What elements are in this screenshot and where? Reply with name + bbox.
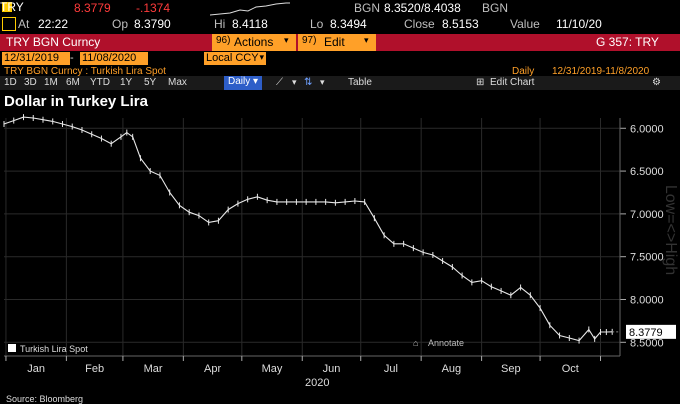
- line-chart: 6.0000 6.5000 7.0000 7.5000 8.0000 8.5000 Jan…: [0, 112, 680, 404]
- function-label: G 357: TRY: [596, 35, 659, 49]
- source-label: Source: Bloomberg: [6, 394, 84, 404]
- currency-select[interactable]: Local CCY ▾: [204, 52, 266, 65]
- value-date: 11/10/20: [556, 17, 602, 31]
- y-tick-label: 7.0000: [630, 209, 664, 221]
- range-max[interactable]: Max: [168, 77, 187, 88]
- close-label: Close: [404, 17, 435, 31]
- legend-swatch: [8, 344, 16, 352]
- ohlc-bar: At 22:22 Op 8.3790 Hi 8.4118 Lo 8.3494 C…: [0, 16, 680, 33]
- bid-ask-source-label: BGN: [354, 1, 381, 15]
- last-value-label: 8.3779: [629, 327, 663, 339]
- x-year-label: 2020: [305, 377, 329, 389]
- x-tick-label: Jul: [384, 363, 398, 375]
- x-tick-label: Oct: [562, 363, 579, 375]
- x-tick-label: Jun: [323, 363, 341, 375]
- range-toolbar: 1D 3D 1M 6M YTD 1Y 5Y Max Daily ▾ ⟋ ▾ ⇅ …: [0, 76, 680, 90]
- quote-bar: TRY 8.3779 -.1374 BGN 8.3520/8.4038 BGN: [0, 0, 680, 17]
- chart-background: [0, 112, 680, 404]
- x-tick-label: Aug: [442, 363, 462, 375]
- edit-chart-icon: ⊞: [476, 77, 485, 88]
- frequency-select[interactable]: Daily ▾: [224, 76, 263, 90]
- at-label: At: [18, 17, 30, 31]
- y-tick-label: 7.5000: [630, 252, 664, 264]
- range-ytd[interactable]: YTD: [90, 77, 110, 88]
- currency-label: Local CCY: [206, 52, 259, 64]
- low-label: Lo: [310, 17, 324, 31]
- frequency-label: Daily: [512, 66, 535, 77]
- y-tick-label: 6.5000: [630, 166, 664, 178]
- open-label: Op: [112, 17, 129, 31]
- bid-ask-source: BGN: [482, 1, 509, 15]
- y-tick-label: 8.0000: [630, 294, 664, 306]
- y-tick-label: 6.0000: [630, 123, 664, 135]
- range-5y[interactable]: 5Y: [144, 77, 157, 88]
- high-label: Hi: [214, 17, 226, 31]
- bid-ask: 8.3520/8.4038: [384, 1, 461, 15]
- x-tick-label: Mar: [144, 363, 163, 375]
- edit-menu[interactable]: 97) Edit ▾: [298, 34, 376, 51]
- chevron-down-icon: ▾: [364, 35, 369, 45]
- series-marks: [3, 114, 613, 344]
- chevron-down-icon[interactable]: ▾: [320, 77, 325, 87]
- edit-label: Edit: [324, 35, 345, 49]
- line-chart-icon[interactable]: ⟋: [276, 77, 283, 88]
- chevron-down-icon[interactable]: ▾: [292, 77, 297, 87]
- high-value: 8.4118: [232, 17, 268, 31]
- range-3d[interactable]: 3D: [24, 77, 37, 88]
- range-1m[interactable]: 1M: [44, 77, 58, 88]
- grid: [4, 118, 620, 356]
- last-value-box: [626, 324, 676, 339]
- chevron-down-icon: ▾: [284, 35, 289, 45]
- actions-prefix: 96): [216, 35, 231, 46]
- last-price: 8.3779: [74, 1, 111, 15]
- range-1y[interactable]: 1Y: [120, 77, 133, 88]
- range-6m[interactable]: 6M: [66, 77, 80, 88]
- edit-prefix: 97): [302, 35, 317, 46]
- clock-icon: [2, 17, 16, 31]
- bars-icon[interactable]: ⇅: [304, 77, 313, 88]
- actions-label: Actions: [234, 35, 274, 49]
- security-name[interactable]: TRY BGN Curncy: [6, 35, 101, 49]
- y-axis: 6.0000 6.5000 7.0000 7.5000 8.0000 8.5000: [619, 118, 664, 356]
- table-button[interactable]: Table: [348, 77, 372, 88]
- low-value: 8.3494: [330, 17, 367, 31]
- annotate-icon[interactable]: ⌂: [413, 338, 418, 348]
- start-date-field[interactable]: 12/31/2019: [2, 52, 70, 65]
- date-range-label: 12/31/2019-11/8/2020: [552, 66, 650, 77]
- settings-icon[interactable]: ⚙: [652, 77, 661, 88]
- value-label: Value: [510, 17, 540, 31]
- legend-label: Turkish Lira Spot: [20, 344, 88, 354]
- y-tick-label: 8.5000: [630, 337, 664, 349]
- y-axis-label: Low=<>High: [662, 185, 679, 275]
- x-tick-label: Apr: [204, 363, 221, 375]
- last-value-marker: 8.3779: [612, 324, 676, 339]
- x-tick-label: Sep: [501, 363, 521, 375]
- x-axis: Jan Feb Mar Apr May Jun Jul Aug Sep Oct: [4, 355, 620, 375]
- end-date-field[interactable]: 11/08/2020: [80, 52, 148, 65]
- actions-menu[interactable]: 96) Actions ▾: [212, 34, 296, 51]
- chart-title: Dollar in Turkey Lira: [4, 93, 148, 110]
- open-value: 8.3790: [134, 17, 171, 31]
- price-change: -.1374: [136, 1, 171, 15]
- edit-chart-button[interactable]: Edit Chart: [490, 77, 535, 88]
- date-separator: -: [70, 52, 74, 64]
- chevron-down-icon: ▾: [259, 52, 264, 62]
- range-1d[interactable]: 1D: [4, 77, 17, 88]
- sparkline: [210, 2, 290, 16]
- frequency-value: Daily: [228, 76, 251, 87]
- close-value: 8.5153: [442, 17, 479, 31]
- time: 22:22: [38, 17, 69, 31]
- x-tick-label: May: [262, 363, 283, 375]
- annotate-label[interactable]: Annotate: [428, 338, 464, 348]
- x-tick-label: Feb: [85, 363, 104, 375]
- security-description: TRY BGN Curncy : Turkish Lira Spot: [4, 66, 166, 77]
- x-tick-label: Jan: [27, 363, 45, 375]
- ticker[interactable]: TRY: [0, 0, 24, 14]
- ticker-box: [2, 2, 12, 12]
- subtitle-row: TRY BGN Curncy : Turkish Lira Spot Daily…: [0, 66, 680, 78]
- series-line: [3, 116, 613, 342]
